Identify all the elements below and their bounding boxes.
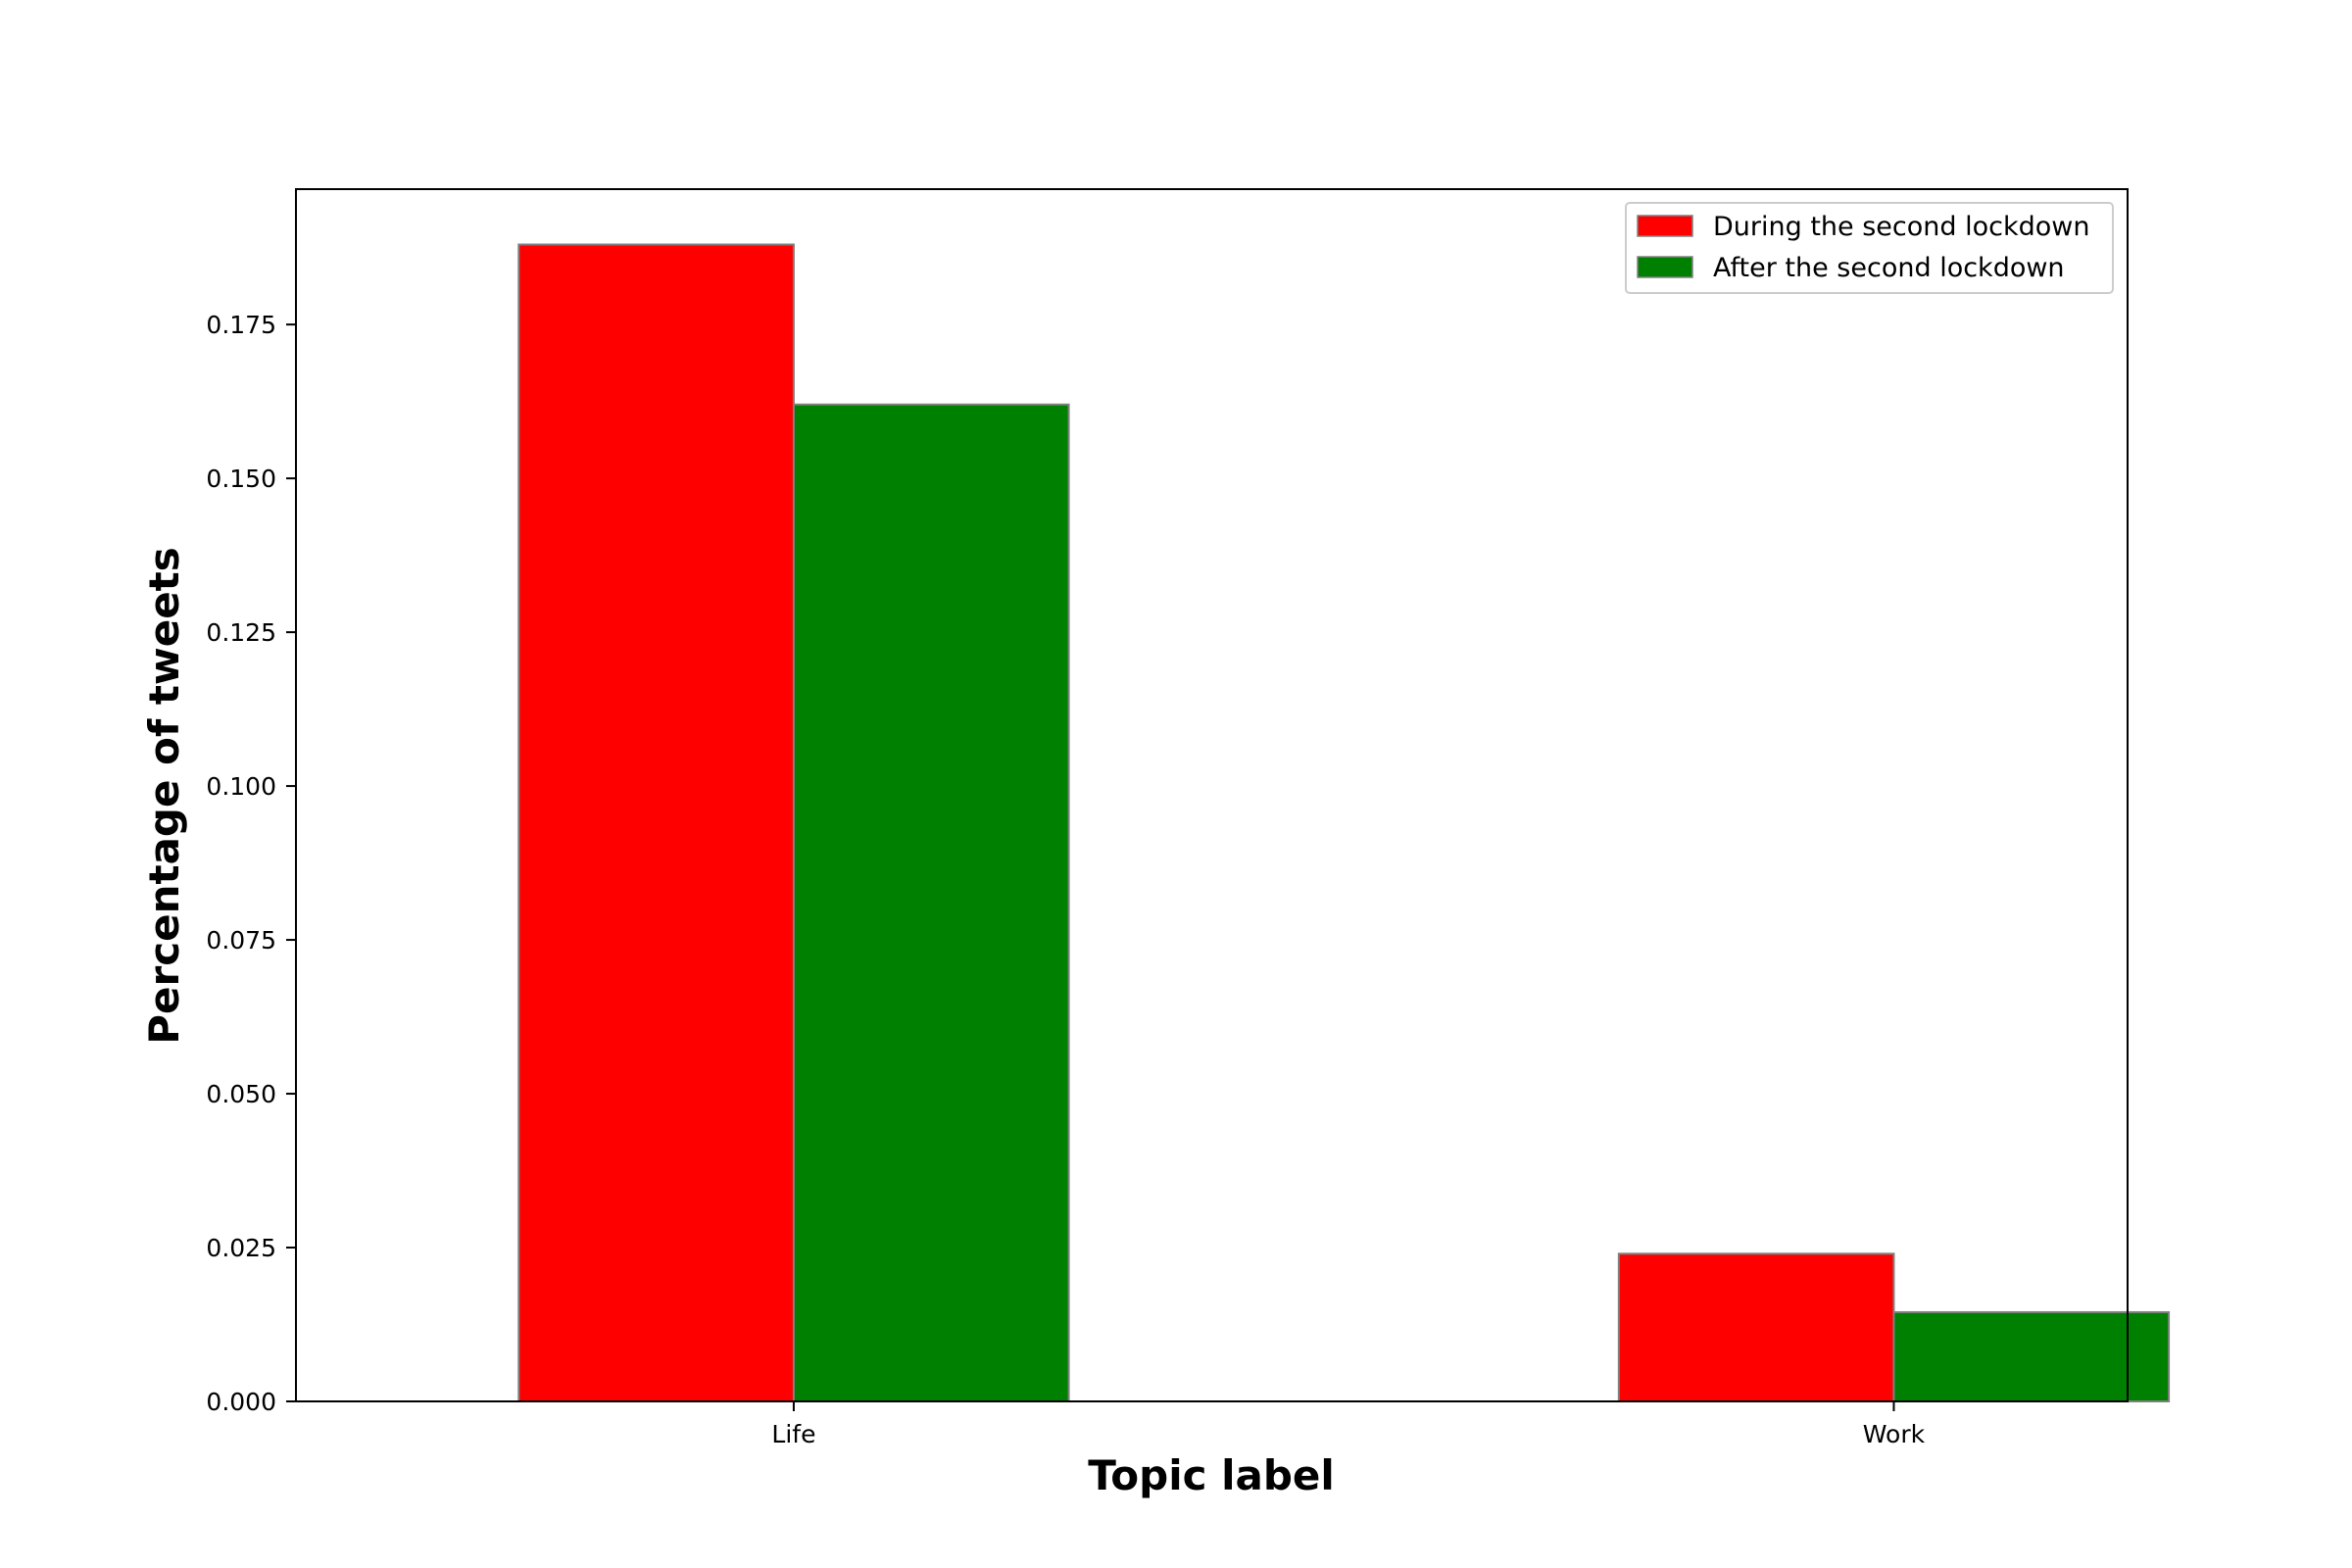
y-axis-ticks: 0.000 0.025 0.050 0.075 0.100 0.125 0.150 0.175 <box>206 311 296 1416</box>
y-tick-label: 0.100 <box>206 772 276 801</box>
bar-life-during <box>517 243 795 1402</box>
y-axis-title: Percentage of tweets <box>140 547 188 1045</box>
x-axis-ticks: Life Work <box>771 1401 1926 1448</box>
y-tick-label: 0.050 <box>206 1080 276 1108</box>
bar-work-during <box>1617 1252 1895 1402</box>
legend: During the second lockdown After the sec… <box>1625 202 2114 294</box>
y-tick-label: 0.025 <box>206 1234 276 1262</box>
x-axis-title: Topic label <box>1088 1451 1335 1499</box>
axes-layer <box>295 188 2129 1402</box>
x-tick-label-life: Life <box>771 1420 815 1448</box>
y-tick-label: 0.000 <box>206 1388 276 1416</box>
y-tick-label: 0.175 <box>206 311 276 339</box>
x-tick-label-work: Work <box>1863 1420 1926 1448</box>
bar-work-after <box>1892 1310 2171 1403</box>
legend-label-during: During the second lockdown <box>1713 212 2089 242</box>
y-tick-label: 0.075 <box>206 926 276 955</box>
legend-frame <box>1625 202 2114 294</box>
bar-life-after <box>792 403 1070 1403</box>
y-tick-label: 0.125 <box>206 618 276 647</box>
legend-swatch-during <box>1637 215 1693 237</box>
y-tick-label: 0.150 <box>206 465 276 493</box>
bars-layer <box>517 243 2171 1403</box>
legend-swatch-after <box>1637 256 1693 278</box>
legend-label-after: After the second lockdown <box>1713 253 2065 283</box>
plot-frame <box>295 188 2129 1402</box>
